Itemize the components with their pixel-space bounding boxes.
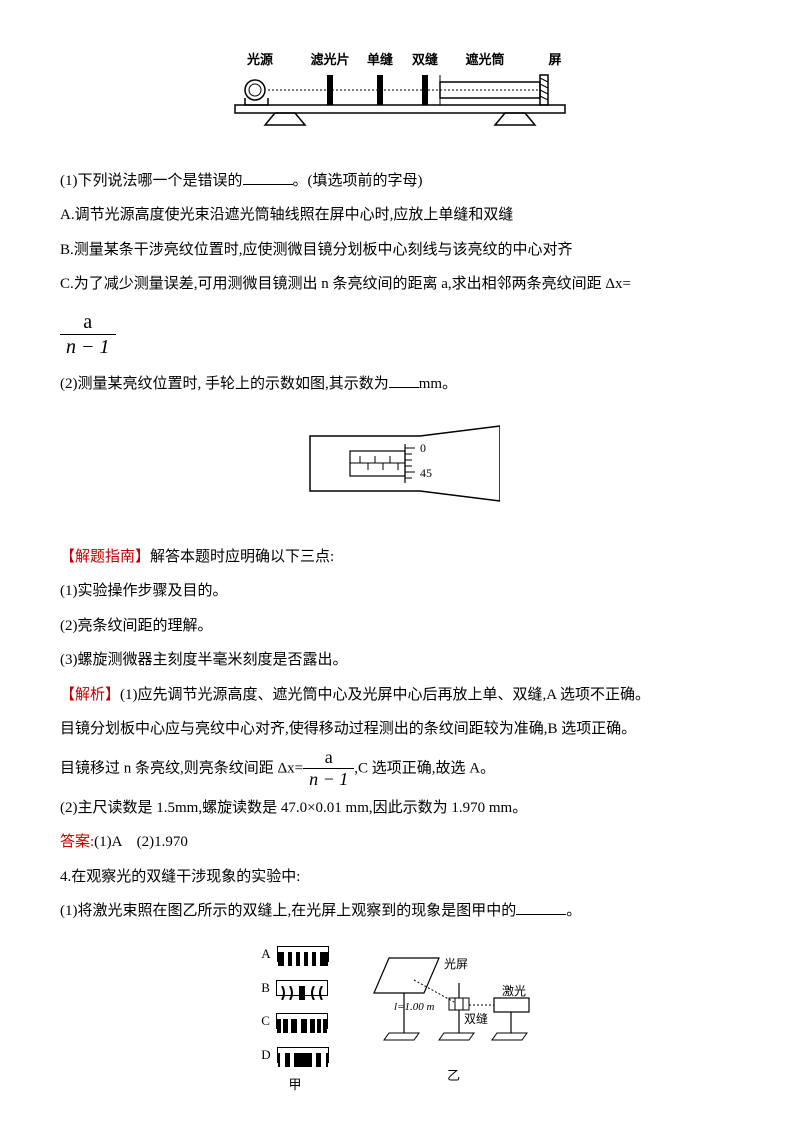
guide-title-line: 【解题指南】解答本题时应明确以下三点:: [60, 540, 740, 575]
q4-blank: [516, 899, 566, 915]
choice-a: A: [261, 939, 328, 969]
apparatus-svg: 光源 滤光片 单缝 双缝 遮光筒 屏: [220, 50, 580, 130]
analysis-title: 【解析】: [60, 687, 120, 703]
q2-blank: [389, 372, 419, 388]
micrometer-diagram: 0 45: [60, 416, 740, 525]
svg-text:45: 45: [420, 466, 432, 480]
caption-left: 甲: [261, 1070, 328, 1100]
svg-text:光源: 光源: [246, 52, 273, 67]
pattern-c: [276, 1013, 328, 1029]
fraction-block: a n − 1: [60, 310, 740, 359]
guide-p2: (2)亮条纹间距的理解。: [60, 609, 740, 644]
svg-text:光屏: 光屏: [444, 957, 468, 971]
q2-text: (2)测量某亮纹位置时, 手轮上的示数如图,其示数为: [60, 376, 389, 392]
analysis-l3: 目镜移过 n 条亮纹,则亮条纹间距 Δx= a n − 1 ,C 选项正确,故选…: [60, 747, 740, 791]
analysis-l4: (2)主尺读数是 1.5mm,螺旋读数是 47.0×0.01 mm,因此示数为 …: [60, 791, 740, 826]
pattern-d: [277, 1047, 329, 1063]
analysis-line1: 【解析】(1)应先调节光源高度、遮光筒中心及光屏中心后再放上单、双缝,A 选项不…: [60, 678, 740, 713]
analysis-l2: 目镜分划板中心应与亮纹中心对齐,使得移动过程测出的条纹间距较为准确,B 选项正确…: [60, 712, 740, 747]
choice-a-label: A: [261, 939, 270, 969]
svg-text:激光: 激光: [502, 984, 526, 998]
svg-text:遮光筒: 遮光筒: [465, 52, 504, 67]
q1-tail: 。(填选项前的字母): [293, 173, 423, 189]
setup-svg: 光屏 l=1.00 m 双缝 激光: [369, 948, 539, 1048]
figure-left: A B: [261, 939, 328, 1100]
svg-text:0: 0: [420, 441, 426, 455]
answer-title: 答案:: [60, 834, 94, 850]
frac-den: n − 1: [60, 335, 116, 359]
pattern-a: [277, 946, 329, 962]
choice-column: A B: [261, 939, 328, 1071]
guide-p3: (3)螺旋测微器主刻度半毫米刻度是否露出。: [60, 643, 740, 678]
choice-c: C: [261, 1006, 328, 1036]
pattern-b: [276, 980, 328, 996]
svg-text:屏: 屏: [548, 52, 561, 67]
q4-sub: (1)将激光束照在图乙所示的双缝上,在光屏上观察到的现象是图甲中的 。: [60, 894, 740, 929]
choice-b-label: B: [261, 973, 270, 1003]
q4-stem: 4.在观察光的双缝干涉现象的实验中:: [60, 860, 740, 895]
guide-lead: 解答本题时应明确以下三点:: [150, 549, 334, 565]
frac-num: a: [60, 310, 116, 335]
guide-p1: (1)实验操作步骤及目的。: [60, 574, 740, 609]
svg-text:单缝: 单缝: [367, 52, 393, 67]
q1-stem-text: (1)下列说法哪一个是错误的: [60, 173, 243, 189]
answer-text: (1)A (2)1.970: [94, 834, 188, 850]
answer-line: 答案:(1)A (2)1.970: [60, 825, 740, 860]
analysis-l3a: 目镜移过 n 条亮纹,则亮条纹间距 Δx=: [60, 760, 303, 776]
svg-text:双缝: 双缝: [464, 1011, 488, 1026]
option-b: B.测量某条干涉亮纹位置时,应使测微目镜分划板中心刻线与该亮纹的中心对齐: [60, 233, 740, 268]
analysis-l3b: ,C 选项正确,故选 A。: [354, 760, 495, 776]
figure-row: A B: [60, 939, 740, 1100]
micrometer-svg: 0 45: [300, 416, 500, 511]
analysis-l1: (1)应先调节光源高度、遮光筒中心及光屏中心后再放上单、双缝,A 选项不正确。: [120, 687, 650, 703]
q4-tail: 。: [566, 903, 581, 919]
apparatus-diagram: 光源 滤光片 单缝 双缝 遮光筒 屏: [60, 50, 740, 144]
fraction-c: a n − 1: [60, 310, 116, 359]
svg-text:滤光片: 滤光片: [310, 52, 349, 67]
figure-right: 光屏 l=1.00 m 双缝 激光 乙: [369, 948, 539, 1091]
q1-blank: [243, 169, 293, 185]
choice-b: B: [261, 973, 328, 1003]
choice-c-label: C: [261, 1006, 270, 1036]
frac2-num: a: [303, 747, 354, 770]
caption-right: 乙: [369, 1061, 539, 1091]
guide-title: 【解题指南】: [60, 549, 150, 565]
choice-d-label: D: [261, 1040, 270, 1070]
q4-sub-text: (1)将激光束照在图乙所示的双缝上,在光屏上观察到的现象是图甲中的: [60, 903, 516, 919]
choice-d: D: [261, 1040, 328, 1070]
frac2-den: n − 1: [303, 769, 354, 791]
option-a: A.调节光源高度使光束沿遮光筒轴线照在屏中心时,应放上单缝和双缝: [60, 198, 740, 233]
q2-tail: mm。: [419, 376, 457, 392]
fraction-analysis: a n − 1: [303, 747, 354, 791]
svg-text:l=1.00 m: l=1.00 m: [394, 1001, 434, 1013]
q1-stem: (1)下列说法哪一个是错误的 。(填选项前的字母): [60, 164, 740, 199]
svg-text:双缝: 双缝: [412, 52, 438, 67]
option-c: C.为了减少测量误差,可用测微目镜测出 n 条亮纹间的距离 a,求出相邻两条亮纹…: [60, 267, 740, 302]
q2-stem: (2)测量某亮纹位置时, 手轮上的示数如图,其示数为 mm。: [60, 367, 740, 402]
